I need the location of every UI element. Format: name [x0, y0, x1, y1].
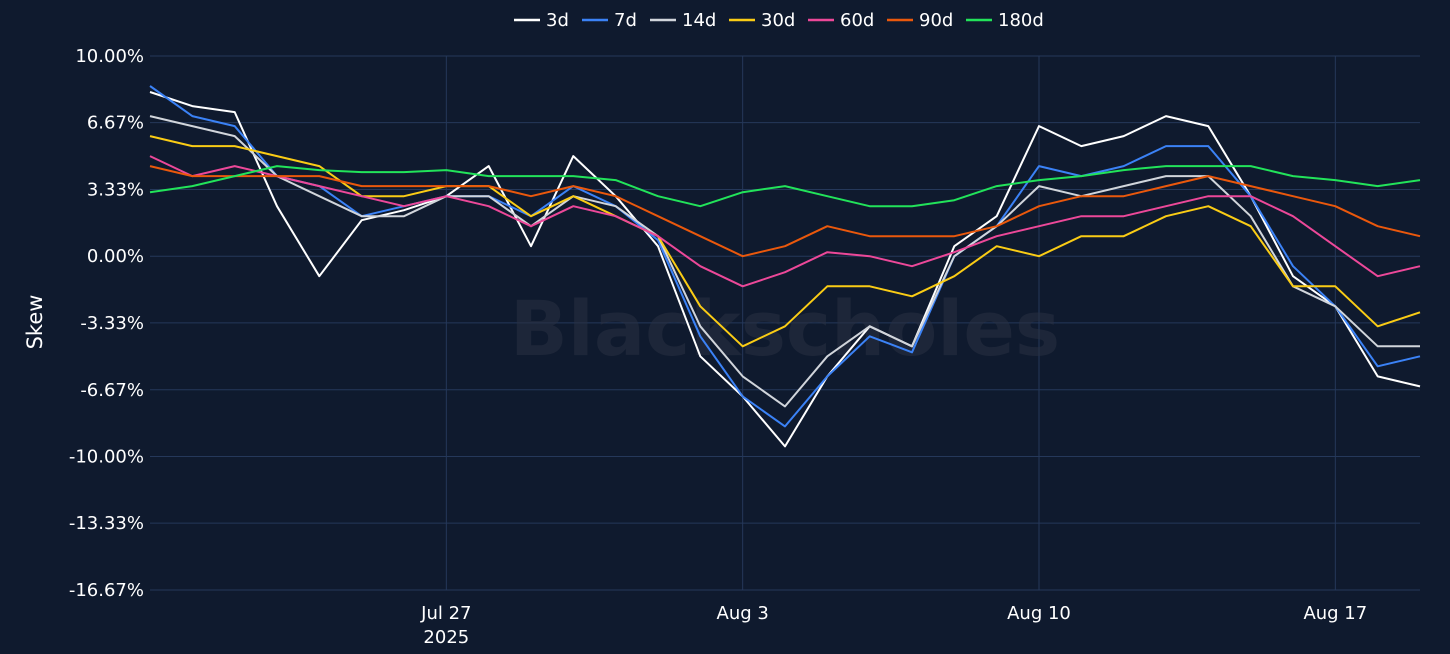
- y-tick-label: -13.33%: [69, 513, 144, 534]
- legend-label: 3d: [546, 10, 569, 31]
- x-tick-sublabel: 2025: [423, 627, 469, 648]
- x-tick-label: Aug 17: [1303, 603, 1367, 624]
- series-lines: [149, 85, 1421, 448]
- legend-label: 90d: [919, 10, 953, 31]
- series-line-90d: [149, 165, 1421, 258]
- series-line-3d: [149, 91, 1421, 448]
- legend-label: 14d: [682, 10, 716, 31]
- y-tick-label: 10.00%: [75, 46, 144, 67]
- series-line-180d: [149, 165, 1421, 208]
- y-tick-label: 0.00%: [87, 246, 144, 267]
- x-tick-label: Jul 27: [420, 603, 471, 624]
- legend-item-3d[interactable]: 3d: [514, 10, 569, 31]
- x-axis: Jul 27 2025 Aug 3 Aug 10 Aug 17: [420, 603, 1367, 648]
- grid: [150, 55, 1420, 591]
- legend-label: 180d: [998, 10, 1044, 31]
- legend-item-60d[interactable]: 60d: [808, 10, 874, 31]
- y-axis: 10.00% 6.67% 3.33% 0.00% -3.33% -6.67% -10.00%…: [69, 46, 144, 601]
- legend-label: 30d: [761, 10, 795, 31]
- y-tick-label: -3.33%: [80, 313, 144, 334]
- y-axis-label: Skew: [23, 295, 47, 350]
- y-tick-label: -10.00%: [69, 446, 144, 467]
- legend-item-30d[interactable]: 30d: [729, 10, 795, 31]
- legend-label: 7d: [614, 10, 637, 31]
- legend[interactable]: 3d 7d 14d 30d 60d 90d 180d: [514, 10, 1044, 31]
- y-tick-label: 6.67%: [87, 113, 144, 134]
- y-tick-label: -16.67%: [69, 580, 144, 601]
- legend-item-7d[interactable]: 7d: [582, 10, 637, 31]
- x-tick-label: Aug 10: [1007, 603, 1071, 624]
- legend-item-180d[interactable]: 180d: [966, 10, 1044, 31]
- legend-item-90d[interactable]: 90d: [887, 10, 953, 31]
- x-tick-label: Aug 3: [717, 603, 769, 624]
- series-line-60d: [149, 155, 1421, 288]
- y-tick-label: 3.33%: [87, 180, 144, 201]
- watermark-logo: Blackscholes: [510, 284, 1060, 373]
- y-tick-label: -6.67%: [80, 380, 144, 401]
- legend-label: 60d: [840, 10, 874, 31]
- legend-item-14d[interactable]: 14d: [650, 10, 716, 31]
